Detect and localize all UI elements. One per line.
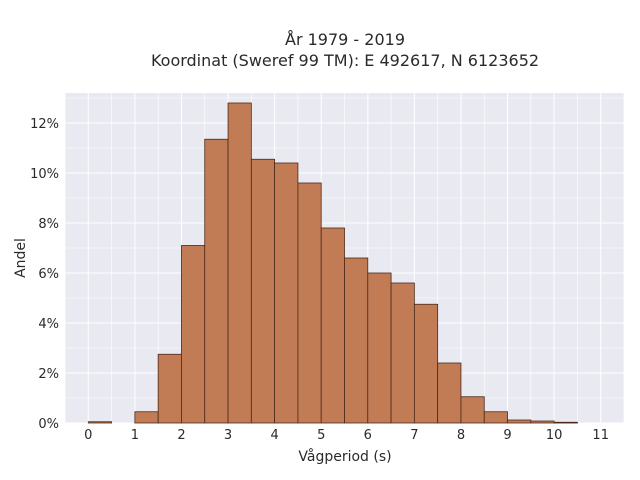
x-tick-label: 8 [457,428,465,443]
x-tick-label: 0 [84,428,92,443]
x-tick-label: 3 [224,428,232,443]
y-tick-label: 8% [38,217,59,232]
x-tick-label: 5 [317,428,325,443]
histogram-bar [507,419,532,424]
x-axis-label: Vågperiod (s) [298,448,391,465]
y-tick-labels: 0% 2% 4% 6% 8% 10% 12% [30,117,59,432]
histogram-bar [553,421,578,424]
x-tick-label: 7 [410,428,418,443]
histogram-bar [483,411,508,424]
histogram-bar [344,257,369,424]
x-tick-label: 4 [270,428,278,443]
y-tick-label: 12% [30,117,59,132]
histogram-bar [390,282,415,424]
histogram-bar [181,245,206,424]
histogram-bar [460,396,485,424]
histogram-bar [274,162,299,424]
histogram-bar [157,353,182,424]
x-tick-label: 11 [592,428,609,443]
chart-title-line-1: År 1979 - 2019 [285,30,405,49]
histogram-bar [320,227,345,424]
bars [87,102,578,424]
y-tick-label: 10% [30,167,59,182]
histogram-bar [367,272,392,424]
histogram-bar [437,362,462,424]
histogram-bar [227,102,252,424]
histogram-bar [204,138,229,424]
histogram-bar [134,411,159,424]
x-tick-labels: 0 1 2 3 4 5 6 7 8 9 10 11 [84,428,609,443]
histogram-bar [250,158,276,424]
x-tick-label: 2 [177,428,185,443]
y-tick-label: 2% [38,367,59,382]
histogram-bar [87,421,112,424]
x-tick-label: 10 [546,428,563,443]
x-tick-label: 9 [503,428,511,443]
chart-title-line-2: Koordinat (Sweref 99 TM): E 492617, N 61… [151,51,539,70]
histogram-bar [297,182,322,424]
histogram-bar [530,420,555,424]
y-tick-label: 4% [38,317,59,332]
y-axis-label: Andel [13,238,29,278]
x-tick-label: 6 [364,428,372,443]
x-tick-label: 1 [131,428,139,443]
y-tick-label: 6% [38,267,59,282]
y-tick-label: 0% [38,417,59,432]
histogram-bar [413,303,439,424]
